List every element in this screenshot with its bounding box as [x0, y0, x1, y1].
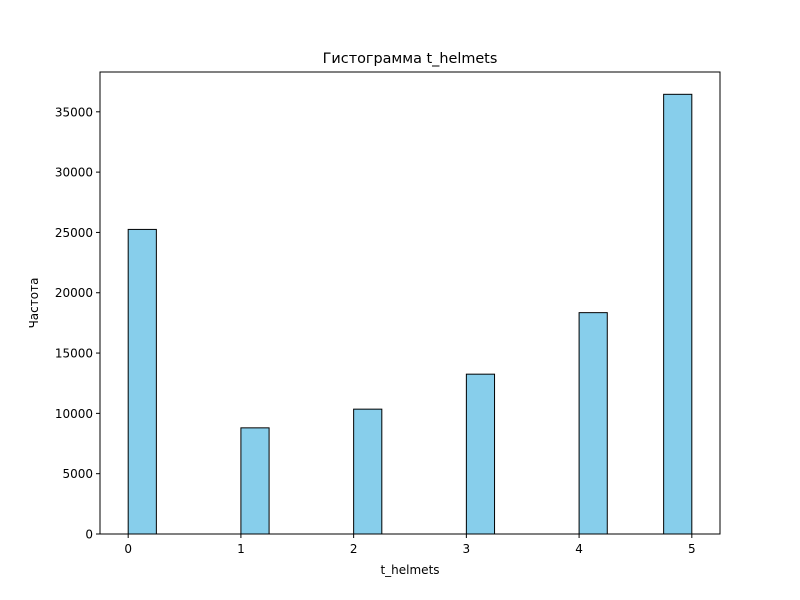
plot-frame	[99, 71, 721, 535]
y-tick-label-7: 35000	[55, 105, 93, 119]
x-tick-label-3: 3	[463, 542, 471, 556]
y-tick-label-1: 5000	[62, 467, 93, 481]
y-tick-label-3: 15000	[55, 347, 93, 361]
histogram-bar-3	[465, 373, 496, 535]
chart-title: Гистограмма t_helmets	[323, 51, 498, 67]
y-axis-label: Частота	[27, 278, 41, 329]
x-tick-label-5: 5	[688, 542, 696, 556]
histogram-bar-2	[353, 408, 383, 535]
y-axis-ticks: 0 5000 10000 15000 20000 25000 30000 35000	[55, 105, 100, 542]
y-tick-label-0: 0	[85, 528, 93, 542]
x-tick-label-4: 4	[575, 542, 583, 556]
y-tick-label-6: 30000	[55, 166, 93, 180]
histogram-bar-0	[127, 228, 157, 535]
x-tick-label-1: 1	[237, 542, 245, 556]
x-axis-ticks: 0 1 2 3 4 5	[124, 534, 696, 556]
y-tick-label-2: 10000	[55, 407, 93, 421]
y-tick-label-5: 25000	[55, 226, 93, 240]
histogram-bar-4	[578, 312, 608, 535]
histogram-bar-5	[663, 93, 693, 535]
bars-layer	[127, 93, 693, 535]
y-tick-label-4: 20000	[55, 286, 93, 300]
x-axis-label: t_helmets	[380, 563, 439, 577]
x-tick-label-2: 2	[350, 542, 358, 556]
histogram-bar-1	[240, 427, 270, 535]
x-tick-label-0: 0	[124, 542, 132, 556]
